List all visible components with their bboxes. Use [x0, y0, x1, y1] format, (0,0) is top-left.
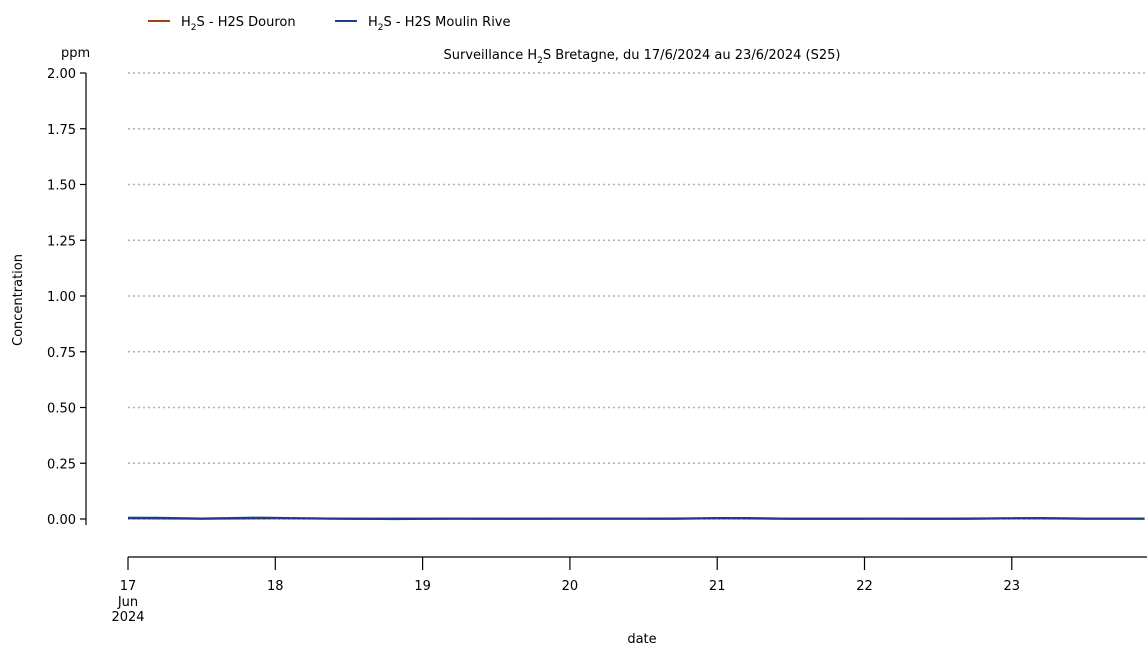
- gridlines: [128, 72, 1147, 520]
- x-tick-year-label: 2024: [111, 610, 144, 625]
- legend-item-douron: H2S - H2S Douron: [148, 15, 296, 33]
- y-tick-label: 1.50: [47, 179, 76, 194]
- y-tick-label: 0.00: [47, 513, 76, 528]
- x-tick-month-label: Jun: [117, 595, 138, 610]
- chart-title: Surveillance H2S Bretagne, du 17/6/2024 …: [443, 48, 840, 66]
- x-axis-label: date: [627, 632, 656, 645]
- y-tick-label: 0.25: [47, 457, 76, 472]
- series-lines: [127, 516, 1145, 521]
- y-tick-label: 2.00: [47, 67, 76, 82]
- y-tick-label: 1.00: [47, 290, 76, 305]
- series-line-moulin-rive: [128, 516, 1145, 521]
- legend-item-moulin-rive: H2S - H2S Moulin Rive: [335, 15, 511, 33]
- legend: H2S - H2S Douron H2S - H2S Moulin Rive: [148, 15, 511, 33]
- x-tick-label: 21: [709, 579, 726, 594]
- x-tick-label: 18: [267, 579, 284, 594]
- y-tick-label: 0.75: [47, 346, 76, 361]
- x-tick-label: 22: [856, 579, 873, 594]
- y-ticks: 0.00 0.25 0.50 0.75 1.00 1.25 1.50 1.75 2.00: [47, 67, 86, 528]
- y-unit-label: ppm: [61, 46, 90, 61]
- legend-label-douron: H2S - H2S Douron: [181, 15, 296, 33]
- x-tick-label: 19: [414, 579, 431, 594]
- legend-label-moulin-rive: H2S - H2S Moulin Rive: [368, 15, 511, 33]
- y-tick-label: 1.25: [47, 234, 76, 249]
- y-tick-label: 1.75: [47, 123, 76, 138]
- x-tick-label: 23: [1004, 579, 1021, 594]
- y-tick-label: 0.50: [47, 402, 76, 417]
- x-tick-label: 17: [120, 579, 137, 594]
- y-axis-label: Concentration: [11, 254, 26, 346]
- x-tick-label: 20: [562, 579, 579, 594]
